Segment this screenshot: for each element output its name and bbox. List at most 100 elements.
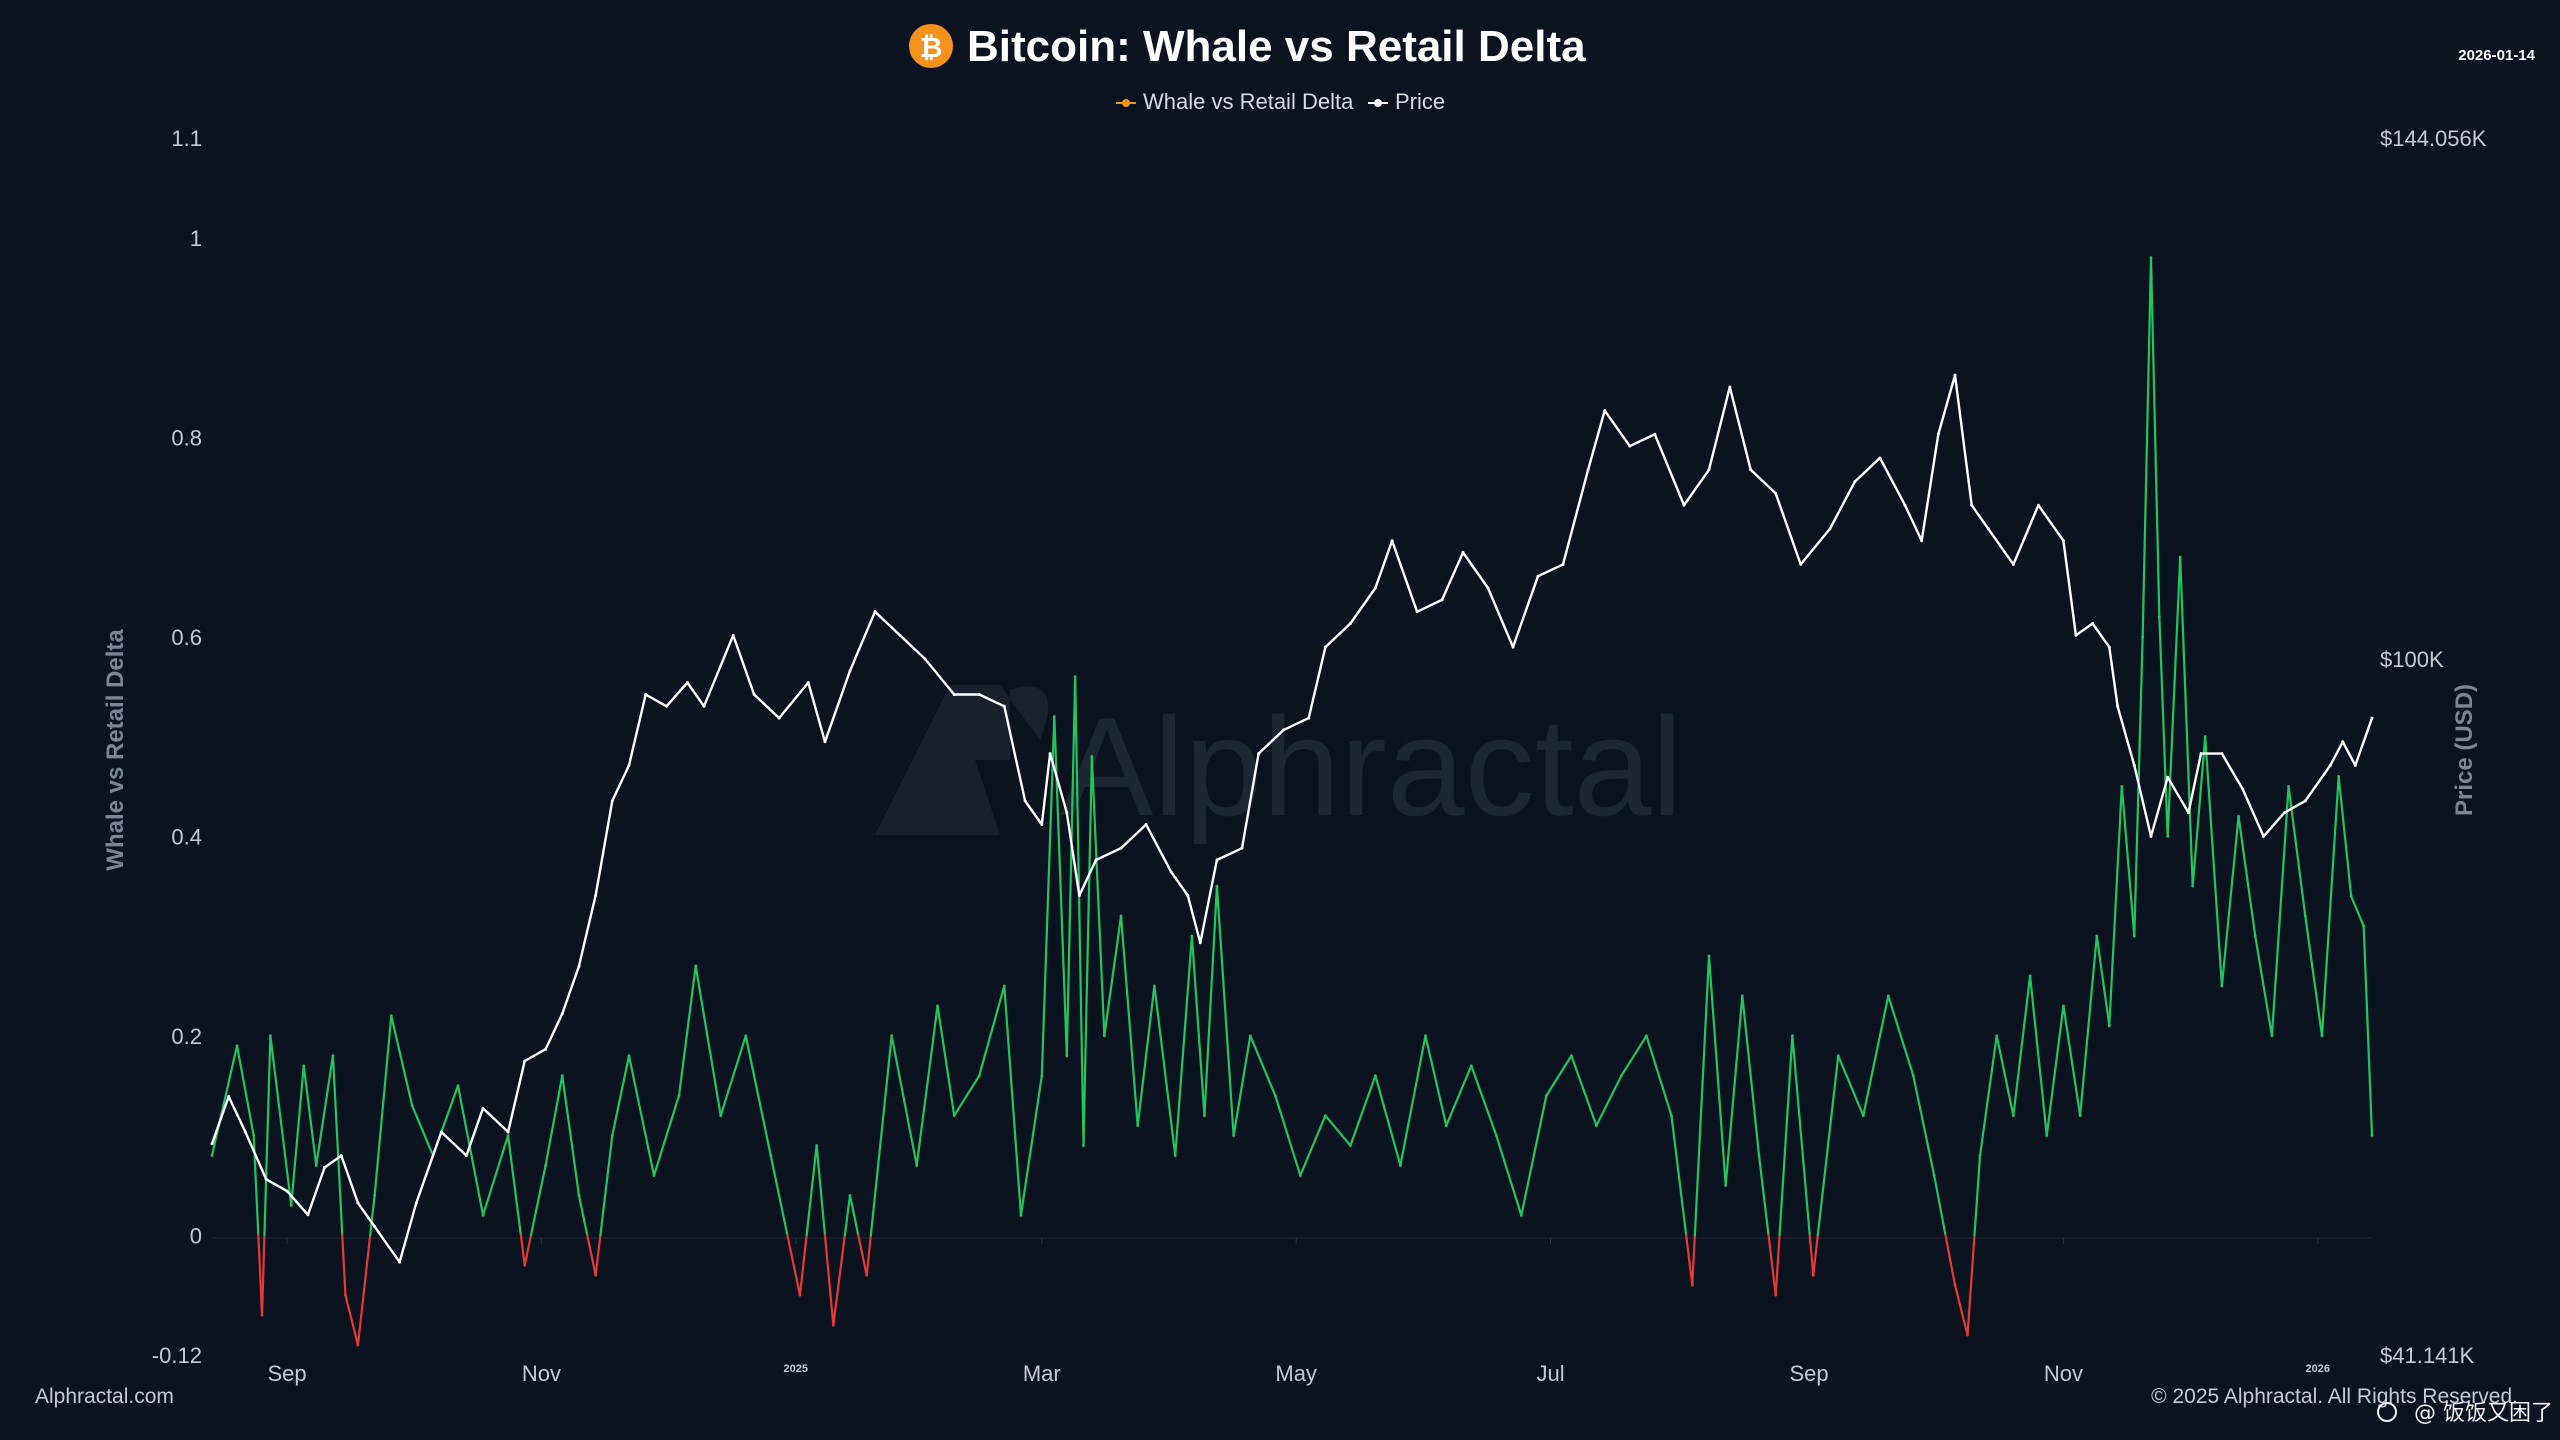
price-point (1215, 858, 1219, 862)
delta-point (865, 1273, 869, 1277)
delta-point (373, 1193, 377, 1197)
right-tick-label: $100K (2380, 647, 2444, 672)
delta-point (652, 1174, 656, 1177)
price-point (1586, 468, 1590, 472)
delta-point (1152, 984, 1156, 988)
delta-point (523, 1263, 527, 1267)
price-point (610, 799, 614, 803)
delta-segment (769, 1154, 789, 1237)
footer-right: © 2025 Alphractal. All Rights Reserved. (2151, 1385, 2518, 1408)
delta-point (1065, 1054, 1069, 1058)
delta-point (410, 1104, 414, 1108)
delta-point (2370, 1134, 2374, 1137)
delta-segment (456, 1084, 485, 1217)
delta-segment (2204, 735, 2223, 988)
delta-segment (1691, 1234, 1696, 1287)
delta-segment (344, 1294, 360, 1347)
delta-segment (652, 1094, 681, 1177)
price-point (339, 1154, 343, 1158)
right-tick-label: $41.141K (2380, 1343, 2475, 1368)
price-point (544, 1047, 548, 1051)
x-tick-label: Nov (2044, 1361, 2083, 1386)
delta-point (1399, 1164, 1402, 1167)
delta-segment (1324, 1114, 1352, 1147)
delta-segment (1933, 1174, 1947, 1237)
bitcoin-logo-icon (909, 24, 953, 68)
delta-point (235, 1044, 239, 1048)
legend-item-delta[interactable]: Whale vs Retail Delta (1116, 89, 1354, 114)
left-tick-label: 0 (190, 1223, 202, 1248)
price-point (627, 763, 631, 767)
delta-segment (823, 1234, 835, 1327)
delta-point (1248, 1034, 1252, 1038)
price-point (1878, 456, 1882, 460)
delta-segment (1153, 984, 1177, 1157)
delta-segment (1232, 1034, 1252, 1137)
delta-point (1348, 1144, 1352, 1147)
delta-point (1203, 1114, 1206, 1117)
price-point (373, 1225, 377, 1229)
x-tick-label: Mar (1023, 1361, 1061, 1386)
price-point (523, 1059, 527, 1063)
price-point (577, 964, 581, 968)
delta-point (1911, 1074, 1915, 1078)
delta-point (577, 1193, 581, 1197)
price-point (923, 657, 927, 661)
delta-segment (2220, 815, 2240, 988)
delta-segment (269, 1034, 293, 1207)
price-point (1373, 586, 1377, 590)
delta-point (798, 1293, 802, 1297)
delta-segment (1399, 1034, 1427, 1167)
delta-segment (1953, 1284, 1969, 1337)
price-point (1077, 893, 1081, 897)
delta-segment (2166, 555, 2182, 838)
price-point (1198, 941, 1202, 945)
price-point (2220, 752, 2224, 756)
price-point (1348, 621, 1352, 625)
price-point (2149, 834, 2153, 838)
price-point (398, 1260, 402, 1264)
delta-point (769, 1154, 773, 1157)
delta-point (831, 1323, 835, 1327)
delta-segment (1470, 1064, 1498, 1137)
delta-point (1090, 755, 1094, 758)
price-point (1461, 551, 1465, 555)
delta-point (1645, 1034, 1648, 1038)
delta-point (952, 1114, 956, 1117)
delta-point (1073, 675, 1077, 679)
price-point (2370, 716, 2374, 720)
delta-segment (786, 1234, 802, 1297)
delta-segment (1174, 934, 1194, 1157)
delta-segment (1074, 675, 1085, 1147)
price-point (1799, 562, 1803, 566)
chart-title: Bitcoin: Whale vs Retail Delta (967, 22, 1586, 71)
delta-point (1052, 715, 1056, 718)
delta-segment (677, 964, 697, 1097)
legend-item-price[interactable]: Price (1368, 89, 1445, 114)
delta-point (1190, 934, 1194, 938)
delta-point (610, 1134, 614, 1137)
delta-segment (331, 1054, 344, 1237)
delta-segment (1707, 954, 1727, 1187)
delta-segment (1019, 1074, 1043, 1217)
x-tick-label: Nov (522, 1361, 561, 1386)
delta-point (1861, 1114, 1865, 1117)
delta-point (389, 1014, 393, 1018)
delta-segment (1520, 1094, 1548, 1217)
delta-segment (2141, 256, 2153, 638)
left-tick-label: 0.4 (171, 824, 202, 849)
delta-point (2120, 785, 2124, 788)
price-point (2166, 775, 2170, 779)
legend-delta-label: Whale vs Retail Delta (1143, 89, 1354, 114)
delta-segment (2270, 785, 2290, 1037)
delta-point (252, 1134, 256, 1137)
delta-point (1232, 1134, 1236, 1137)
delta-point (1670, 1114, 1673, 1117)
delta-point (2303, 914, 2307, 918)
legend-price-marker-icon (1374, 99, 1382, 107)
date-label: 2026-01-14 (2458, 47, 2535, 64)
delta-point (1690, 1283, 1694, 1287)
x-tick-label: Sep (1789, 1361, 1828, 1386)
delta-point (2203, 735, 2207, 738)
delta-segment (2028, 974, 2048, 1137)
